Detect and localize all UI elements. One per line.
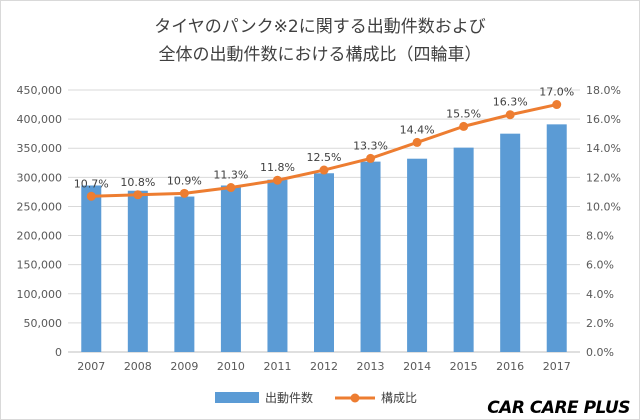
bar (500, 133, 521, 352)
x-tick-label: 2011 (263, 360, 291, 373)
logo-text: CAR CARE PLUS (487, 398, 630, 418)
x-tick-label: 2014 (403, 360, 431, 373)
y-left-tick-label: 300,000 (17, 171, 63, 184)
ratio-data-label: 13.3% (353, 139, 388, 152)
ratio-data-label: 16.3% (493, 96, 528, 109)
ratio-point (179, 188, 189, 198)
y-right-tick-label: 18.0% (586, 84, 621, 97)
ratio-data-label: 15.5% (446, 107, 481, 120)
ratio-data-label: 11.8% (260, 161, 295, 174)
y-left-tick-label: 450,000 (17, 84, 63, 97)
y-left-tick-label: 200,000 (17, 230, 63, 243)
legend-bar-label: 出動件数 (265, 390, 313, 405)
chart-title-line-2: 全体の出動件数における構成比（四輪車） (158, 45, 482, 65)
y-left-tick-label: 100,000 (17, 288, 63, 301)
ratio-point (552, 100, 562, 110)
y-left-tick-label: 400,000 (17, 113, 63, 126)
ratio-point (366, 153, 376, 163)
bar (453, 147, 474, 352)
car-care-plus-logo: CAR CARE PLUS (487, 398, 630, 418)
x-tick-label: 2017 (543, 360, 571, 373)
ratio-data-label: 17.0% (539, 86, 574, 99)
ratio-data-label: 14.4% (400, 123, 435, 136)
bar (407, 158, 428, 352)
y-left-tick-label: 350,000 (17, 142, 63, 155)
x-tick-label: 2010 (217, 360, 245, 373)
bar (267, 179, 288, 352)
x-tick-label: 2016 (496, 360, 524, 373)
y-left-tick-label: 250,000 (17, 200, 63, 213)
ratio-point (133, 190, 143, 200)
y-left-tick-label: 150,000 (17, 259, 63, 272)
chart-title-line-1: タイヤのパンク※2に関する出動件数および (154, 17, 486, 37)
y-right-tick-label: 12.0% (586, 171, 621, 184)
x-tick-label: 2015 (450, 360, 478, 373)
y-right-tick-label: 0.0% (586, 346, 614, 359)
ratio-data-label: 10.7% (74, 177, 109, 190)
y-right-tick-label: 10.0% (586, 200, 621, 213)
bar (174, 196, 195, 352)
legend-line-label: 構成比 (381, 391, 417, 405)
y-right-tick-label: 2.0% (586, 317, 614, 330)
ratio-data-label: 11.3% (213, 169, 248, 182)
ratio-point (86, 191, 96, 201)
bar (127, 190, 148, 352)
x-tick-label: 2007 (77, 360, 105, 373)
x-tick-label: 2012 (310, 360, 338, 373)
x-tick-label: 2008 (124, 360, 152, 373)
bar (220, 185, 241, 352)
ratio-point (226, 183, 236, 193)
y-right-tick-label: 8.0% (586, 230, 614, 243)
legend-line-marker (350, 393, 360, 403)
legend-bar-swatch (215, 392, 259, 403)
bar (360, 161, 381, 352)
y-right-tick-label: 14.0% (586, 142, 621, 155)
ratio-data-label: 10.8% (120, 176, 155, 189)
ratio-point (459, 121, 469, 131)
bar (81, 185, 102, 352)
y-right-tick-label: 4.0% (586, 288, 614, 301)
y-right-tick-label: 6.0% (586, 259, 614, 272)
bar (546, 124, 567, 353)
ratio-data-label: 10.9% (167, 174, 202, 187)
ratio-point (505, 110, 515, 120)
ratio-point (412, 137, 422, 147)
ratio-data-label: 12.5% (307, 151, 342, 164)
ratio-point (272, 175, 282, 185)
y-left-tick-label: 50,000 (24, 317, 63, 330)
ratio-point (319, 165, 329, 175)
x-tick-label: 2013 (357, 360, 385, 373)
x-tick-label: 2009 (170, 360, 198, 373)
y-right-tick-label: 16.0% (586, 113, 621, 126)
bar (314, 173, 334, 352)
y-left-tick-label: 0 (55, 346, 62, 359)
